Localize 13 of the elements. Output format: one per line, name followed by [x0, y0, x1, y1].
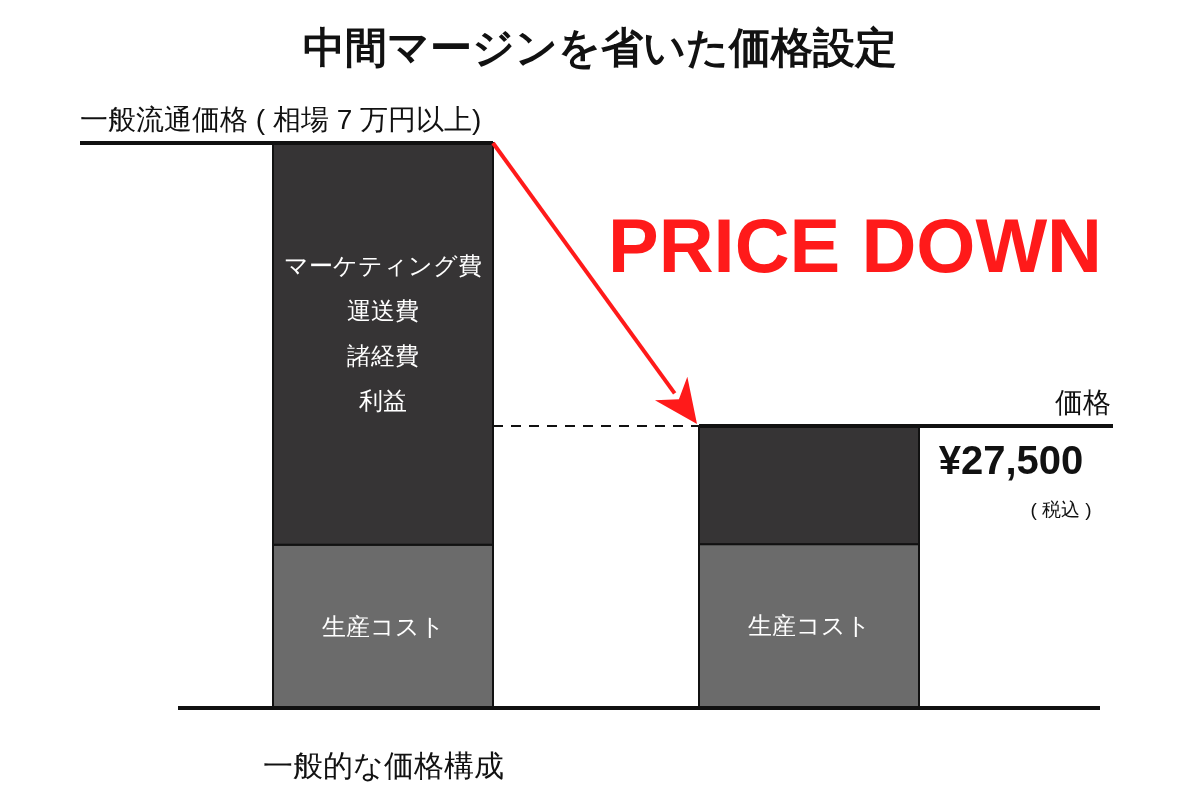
- ref-line-label: 一般流通価格 ( 相場 7 万円以上): [80, 104, 482, 135]
- annotation: 諸経費: [347, 342, 419, 370]
- annotation: ¥27,500: [938, 438, 1084, 483]
- annotation: 運送費: [347, 297, 419, 325]
- chart-title: 中間マージンを省いた価格設定: [303, 24, 897, 71]
- annotation: マーケティング費: [284, 252, 482, 280]
- annotation: 利益: [359, 387, 407, 415]
- text: 生産コスト: [747, 612, 871, 640]
- annotation: ( 税込 ): [1030, 499, 1092, 521]
- annotation: PRICE DOWN: [608, 203, 1102, 288]
- series-label: 生産コスト: [321, 612, 445, 640]
- ref-line-label: 価格: [1055, 387, 1111, 419]
- x-tick-label: 一般的な価格構成: [262, 749, 504, 782]
